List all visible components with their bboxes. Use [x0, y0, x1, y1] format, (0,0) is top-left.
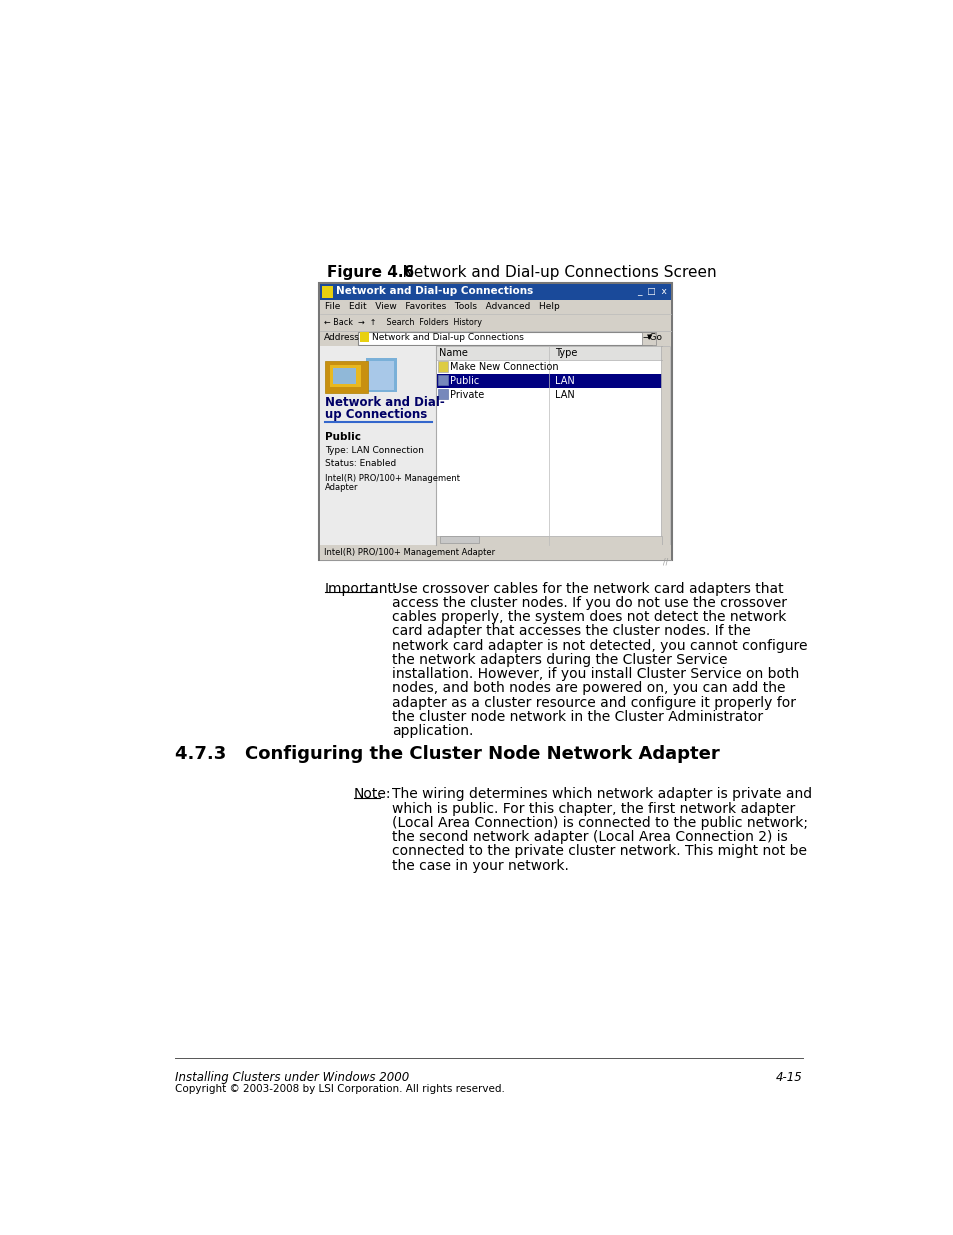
Text: LAN: LAN	[555, 389, 574, 400]
Text: Type: Type	[555, 348, 577, 358]
Text: File   Edit   View   Favorites   Tools   Advanced   Help: File Edit View Favorites Tools Advanced …	[325, 303, 559, 311]
Text: adapter as a cluster resource and configure it properly for: adapter as a cluster resource and config…	[392, 695, 795, 710]
Text: the second network adapter (Local Area Connection 2) is: the second network adapter (Local Area C…	[392, 830, 787, 844]
Bar	[319, 283, 671, 561]
Text: Note:: Note:	[354, 787, 391, 802]
Bar	[439, 536, 478, 543]
Bar	[319, 346, 436, 545]
Bar	[660, 346, 670, 545]
Text: _  □  x: _ □ x	[637, 287, 666, 296]
Text: Network and Dial-up Connections Screen: Network and Dial-up Connections Screen	[382, 266, 716, 280]
Text: Network and Dial-: Network and Dial-	[325, 396, 445, 409]
Text: Use crossover cables for the network card adapters that: Use crossover cables for the network car…	[392, 582, 782, 595]
Text: which is public. For this chapter, the first network adapter: which is public. For this chapter, the f…	[392, 802, 795, 815]
Text: Copyright © 2003-2008 by LSI Corporation. All rights reserved.: Copyright © 2003-2008 by LSI Corporation…	[174, 1084, 504, 1094]
Text: Make New Connection: Make New Connection	[450, 362, 558, 372]
Text: Public: Public	[450, 375, 479, 385]
Bar	[365, 358, 396, 393]
Bar	[319, 284, 670, 300]
Bar	[436, 374, 661, 388]
Text: Figure 4.6: Figure 4.6	[327, 266, 414, 280]
Text: The wiring determines which network adapter is private and: The wiring determines which network adap…	[392, 787, 811, 802]
Text: Adapter: Adapter	[325, 483, 358, 493]
Bar	[368, 361, 394, 390]
Text: //: //	[662, 558, 667, 567]
Text: the network adapters during the Cluster Service: the network adapters during the Cluster …	[392, 653, 727, 667]
Bar	[319, 300, 670, 314]
Bar	[360, 332, 369, 342]
Bar	[357, 332, 651, 345]
Bar	[319, 331, 670, 346]
Text: Network and Dial-up Connections: Network and Dial-up Connections	[372, 333, 523, 342]
Text: cables properly, the system does not detect the network: cables properly, the system does not det…	[392, 610, 785, 624]
Text: connected to the private cluster network. This might not be: connected to the private cluster network…	[392, 845, 806, 858]
Text: Installing Clusters under Windows 2000: Installing Clusters under Windows 2000	[174, 1071, 409, 1083]
Text: access the cluster nodes. If you do not use the crossover: access the cluster nodes. If you do not …	[392, 597, 786, 610]
Text: Address: Address	[323, 333, 359, 342]
Bar	[436, 346, 670, 545]
Text: card adapter that accesses the cluster nodes. If the: card adapter that accesses the cluster n…	[392, 625, 750, 638]
Bar	[319, 545, 670, 561]
Text: nodes, and both nodes are powered on, you can add the: nodes, and both nodes are powered on, yo…	[392, 682, 784, 695]
Bar	[333, 368, 356, 384]
Text: Type: LAN Connection: Type: LAN Connection	[325, 446, 424, 456]
Text: Network and Dial-up Connections: Network and Dial-up Connections	[335, 287, 533, 296]
Text: 4.7.3   Configuring the Cluster Node Network Adapter: 4.7.3 Configuring the Cluster Node Netwo…	[174, 745, 720, 763]
Bar	[436, 536, 661, 545]
Text: Important:: Important:	[324, 582, 397, 595]
Text: 4-15: 4-15	[775, 1071, 802, 1083]
Bar	[319, 314, 670, 331]
Text: up Connections: up Connections	[325, 408, 427, 421]
Bar	[641, 332, 656, 345]
Bar	[325, 361, 368, 393]
Text: the case in your network.: the case in your network.	[392, 858, 568, 872]
Text: (Local Area Connection) is connected to the public network;: (Local Area Connection) is connected to …	[392, 816, 807, 830]
Text: LAN: LAN	[555, 375, 574, 385]
Text: the cluster node network in the Cluster Administrator: the cluster node network in the Cluster …	[392, 710, 762, 724]
Text: Intel(R) PRO/100+ Management Adapter: Intel(R) PRO/100+ Management Adapter	[323, 548, 495, 557]
Bar	[437, 389, 447, 399]
Text: ▼: ▼	[646, 335, 651, 341]
Text: Name: Name	[439, 348, 468, 358]
Bar	[437, 362, 447, 372]
Text: Public: Public	[325, 432, 361, 442]
Text: →Go: →Go	[642, 333, 661, 342]
Text: Status: Enabled: Status: Enabled	[325, 459, 396, 468]
Text: Intel(R) PRO/100+ Management: Intel(R) PRO/100+ Management	[325, 474, 460, 483]
Text: installation. However, if you install Cluster Service on both: installation. However, if you install Cl…	[392, 667, 799, 682]
Text: ← Back  →  ↑    Search  Folders  History: ← Back → ↑ Search Folders History	[323, 317, 481, 327]
Bar	[321, 287, 333, 298]
Text: network card adapter is not detected, you cannot configure: network card adapter is not detected, yo…	[392, 638, 806, 652]
Bar	[436, 346, 661, 359]
Bar	[330, 366, 360, 387]
Text: application.: application.	[392, 724, 473, 739]
Bar	[437, 375, 447, 385]
Text: Private: Private	[450, 389, 484, 400]
